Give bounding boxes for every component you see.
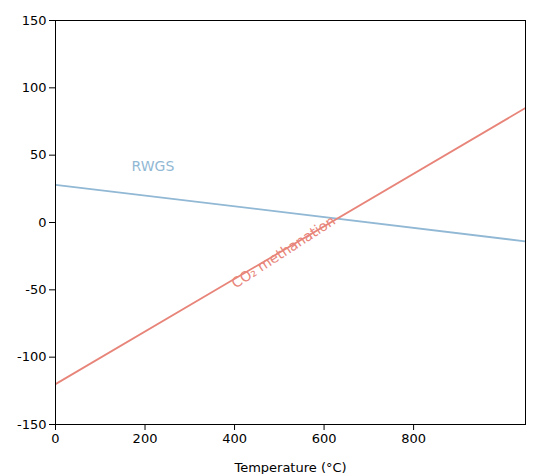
svg-text:0: 0 xyxy=(51,431,59,446)
svg-text:RWGS: RWGS xyxy=(132,158,175,174)
svg-text:50: 50 xyxy=(30,147,47,162)
svg-text:CO₂ methanation: CO₂ methanation xyxy=(228,212,338,291)
svg-text:100: 100 xyxy=(22,80,47,95)
svg-text:-100: -100 xyxy=(17,349,47,364)
svg-text:400: 400 xyxy=(222,431,247,446)
svg-text:-50: -50 xyxy=(25,282,46,297)
svg-text:150: 150 xyxy=(22,13,47,28)
svg-text:0: 0 xyxy=(38,215,46,230)
svg-text:200: 200 xyxy=(133,431,158,446)
svg-text:-150: -150 xyxy=(17,417,47,432)
svg-text:800: 800 xyxy=(401,431,426,446)
svg-text:Temperature (°C): Temperature (°C) xyxy=(233,460,346,474)
svg-text:600: 600 xyxy=(312,431,337,446)
